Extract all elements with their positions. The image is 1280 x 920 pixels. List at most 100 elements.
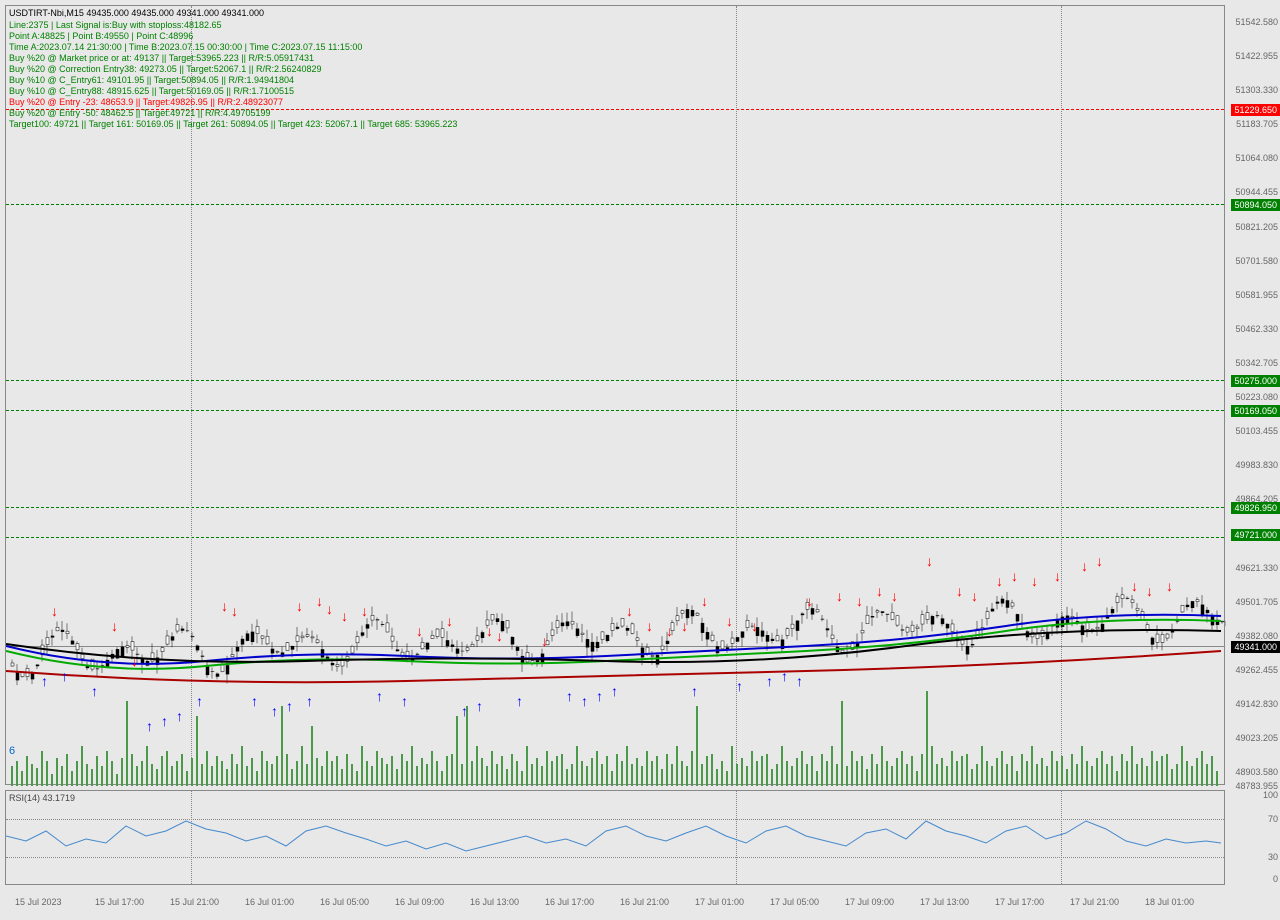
price-tick: 50103.455 — [1235, 426, 1278, 436]
price-tick: 49023.205 — [1235, 733, 1278, 743]
time-tick: 16 Jul 13:00 — [470, 897, 519, 907]
svg-text:↑: ↑ — [401, 693, 408, 709]
price-tick: 50581.955 — [1235, 290, 1278, 300]
time-tick: 17 Jul 17:00 — [995, 897, 1044, 907]
time-tick: 18 Jul 01:00 — [1145, 897, 1194, 907]
svg-text:↓: ↓ — [726, 613, 733, 629]
time-tick: 15 Jul 21:00 — [170, 897, 219, 907]
svg-text:↓: ↓ — [1011, 568, 1018, 584]
svg-text:↓: ↓ — [856, 593, 863, 609]
svg-text:↑: ↑ — [476, 698, 483, 714]
time-tick: 15 Jul 2023 — [15, 897, 62, 907]
svg-text:↑: ↑ — [736, 678, 743, 694]
svg-text:↑: ↑ — [516, 693, 523, 709]
svg-text:↓: ↓ — [111, 618, 118, 634]
price-label-current: 49341.000 — [1231, 641, 1280, 653]
svg-text:↑: ↑ — [611, 683, 618, 699]
svg-text:↓: ↓ — [956, 583, 963, 599]
price-tick: 49262.455 — [1235, 665, 1278, 675]
svg-text:↓: ↓ — [646, 618, 653, 634]
price-tick: 50342.705 — [1235, 358, 1278, 368]
svg-text:↓: ↓ — [361, 603, 368, 619]
price-tick: 51542.580 — [1235, 17, 1278, 27]
svg-text:↓: ↓ — [541, 633, 548, 649]
time-tick: 16 Jul 01:00 — [245, 897, 294, 907]
price-label-red: 51229.650 — [1231, 104, 1280, 116]
time-tick: 16 Jul 09:00 — [395, 897, 444, 907]
rsi-tick: 100 — [1263, 790, 1278, 800]
price-label-green: 50275.000 — [1231, 375, 1280, 387]
svg-text:↑: ↑ — [251, 693, 258, 709]
svg-text:↓: ↓ — [1166, 578, 1173, 594]
svg-text:↓: ↓ — [701, 593, 708, 609]
time-tick: 17 Jul 05:00 — [770, 897, 819, 907]
svg-text:↓: ↓ — [1081, 558, 1088, 574]
time-tick: 17 Jul 01:00 — [695, 897, 744, 907]
price-tick: 51303.330 — [1235, 85, 1278, 95]
svg-text:↓: ↓ — [326, 601, 333, 617]
svg-text:↓: ↓ — [996, 573, 1003, 589]
price-tick: 50821.205 — [1235, 222, 1278, 232]
svg-text:↑: ↑ — [306, 693, 313, 709]
svg-text:↑: ↑ — [596, 688, 603, 704]
rsi-tick: 0 — [1273, 874, 1278, 884]
svg-text:↓: ↓ — [1096, 553, 1103, 569]
time-tick: 17 Jul 13:00 — [920, 897, 969, 907]
svg-text:↑: ↑ — [766, 673, 773, 689]
svg-text:↑: ↑ — [91, 683, 98, 699]
svg-text:↓: ↓ — [926, 553, 933, 569]
svg-text:↓: ↓ — [806, 593, 813, 609]
time-tick: 17 Jul 21:00 — [1070, 897, 1119, 907]
rsi-chart[interactable]: RSI(14) 43.1719 — [5, 790, 1225, 885]
svg-text:↑: ↑ — [161, 713, 168, 729]
price-tick: 49983.830 — [1235, 460, 1278, 470]
svg-text:↓: ↓ — [971, 588, 978, 604]
svg-text:↓: ↓ — [51, 603, 58, 619]
ma-blue — [6, 615, 1221, 664]
price-tick: 50944.455 — [1235, 187, 1278, 197]
svg-text:↓: ↓ — [341, 608, 348, 624]
svg-text:↓: ↓ — [1031, 573, 1038, 589]
svg-text:↓: ↓ — [1054, 568, 1061, 584]
svg-text:↓: ↓ — [876, 583, 883, 599]
svg-text:↓: ↓ — [626, 603, 633, 619]
svg-text:↑: ↑ — [271, 703, 278, 719]
price-tick: 49621.330 — [1235, 563, 1278, 573]
price-label-green: 49721.000 — [1231, 529, 1280, 541]
time-tick: 16 Jul 21:00 — [620, 897, 669, 907]
svg-text:↑: ↑ — [286, 698, 293, 714]
rsi-tick: 70 — [1268, 814, 1278, 824]
price-tick: 51422.955 — [1235, 51, 1278, 61]
svg-text:↓: ↓ — [486, 623, 493, 639]
price-tick: 50223.080 — [1235, 392, 1278, 402]
svg-text:↓: ↓ — [231, 603, 238, 619]
svg-text:↓: ↓ — [836, 588, 843, 604]
svg-text:↑: ↑ — [796, 673, 803, 689]
svg-text:↑: ↑ — [61, 668, 68, 684]
svg-text:↑: ↑ — [691, 683, 698, 699]
price-tick: 50701.580 — [1235, 256, 1278, 266]
svg-text:↓: ↓ — [131, 653, 138, 669]
chart-container: MARKETZISITE USDTIRT-Nbi,M15 49435.000 4… — [0, 0, 1280, 920]
price-tick: 49501.705 — [1235, 597, 1278, 607]
svg-text:↓: ↓ — [891, 588, 898, 604]
svg-text:↓: ↓ — [681, 618, 688, 634]
svg-text:↑: ↑ — [461, 703, 468, 719]
svg-text:↑: ↑ — [581, 693, 588, 709]
svg-text:↓: ↓ — [296, 598, 303, 614]
time-tick: 16 Jul 17:00 — [545, 897, 594, 907]
svg-text:↓: ↓ — [1146, 583, 1153, 599]
price-tick: 49142.830 — [1235, 699, 1278, 709]
svg-text:↓: ↓ — [666, 623, 673, 639]
main-chart[interactable]: USDTIRT-Nbi,M15 49435.000 49435.000 4934… — [5, 5, 1225, 785]
price-label-green: 49826.950 — [1231, 502, 1280, 514]
price-label-green: 50169.050 — [1231, 405, 1280, 417]
price-tick: 51064.080 — [1235, 153, 1278, 163]
svg-text:↑: ↑ — [146, 718, 153, 734]
svg-text:↑: ↑ — [566, 688, 573, 704]
time-tick: 15 Jul 17:00 — [95, 897, 144, 907]
time-axis: 15 Jul 2023 15 Jul 17:00 15 Jul 21:00 16… — [5, 890, 1225, 915]
time-tick: 17 Jul 09:00 — [845, 897, 894, 907]
price-label-green: 50894.050 — [1231, 199, 1280, 211]
price-tick: 49382.080 — [1235, 631, 1278, 641]
